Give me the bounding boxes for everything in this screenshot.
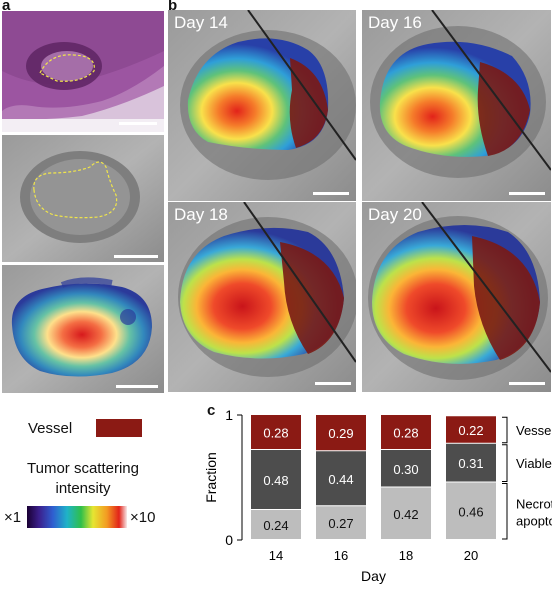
bar-value-label: 0.48 (263, 473, 288, 488)
colorbar-title-line2: intensity (55, 480, 111, 497)
scale-bar (116, 385, 158, 388)
day-label: Day 14 (174, 13, 228, 32)
scattering-map-image (2, 265, 164, 393)
day20-image: Day 20 (362, 202, 551, 392)
scale-bar (315, 382, 351, 385)
bar-value-label: 0.27 (328, 516, 353, 531)
bar-value-label: 0.42 (393, 507, 418, 522)
bar-segment (316, 506, 366, 539)
day16-image: Day 16 (362, 10, 551, 201)
bar-segment (446, 416, 496, 443)
bracket-label: apoptotic (516, 513, 552, 528)
x-axis-label: Day (361, 568, 386, 584)
stacked-bar-chart: 0 1 Fraction 0.24 0.48 0.28 14 0.27 0.44 0.29 16 0.… (203, 407, 552, 584)
x-tick-label: 14 (269, 548, 283, 563)
vessel-legend-label: Vessel (28, 420, 73, 437)
bracket (502, 416, 508, 444)
scale-bar (114, 255, 158, 258)
bar-segment (316, 451, 366, 506)
scale-bar (313, 192, 349, 195)
panel-label-b: b (168, 0, 178, 14)
colorbar-max-label: ×10 (130, 509, 156, 526)
bar-value-label: 0.31 (458, 456, 483, 471)
colorbar (27, 506, 127, 528)
bracket (502, 444, 508, 482)
y-tick-label: 0 (225, 532, 233, 548)
bar-value-label: 0.44 (328, 472, 353, 487)
bracket-label: Viable (516, 456, 552, 471)
x-tick-label: 20 (464, 548, 478, 563)
day-label: Day 20 (368, 205, 422, 224)
panel-label-c: c (207, 402, 216, 419)
histology-image (2, 11, 164, 132)
scale-bar (509, 382, 545, 385)
bar-segment (251, 415, 301, 449)
x-tick-label: 16 (334, 548, 348, 563)
bar-value-label: 0.30 (393, 462, 418, 477)
bar-segment (381, 450, 431, 487)
bar-value-label: 0.46 (458, 504, 483, 519)
x-tick-label: 18 (399, 548, 413, 563)
bar-segment (446, 482, 496, 539)
bar-segment (381, 415, 431, 449)
colorbar-min-label: ×1 (4, 509, 22, 526)
y-axis-label: Fraction (203, 452, 219, 503)
day14-image: Day 14 (168, 10, 356, 201)
bar-value-label: 0.22 (458, 423, 483, 438)
bar-value-label: 0.29 (328, 426, 353, 441)
scale-bar (119, 122, 157, 125)
day-label: Day 18 (174, 205, 228, 224)
bracket-label: Vessels (516, 423, 552, 438)
bracket-label: Necrotic/ (516, 496, 552, 511)
vessel-legend-swatch (96, 419, 142, 437)
bar-segment (381, 487, 431, 539)
bar-value-label: 0.28 (393, 426, 418, 441)
bar-segment (316, 415, 366, 451)
bar-segment (251, 510, 301, 539)
day18-image: Day 18 (168, 202, 356, 392)
day-label: Day 16 (368, 13, 422, 32)
scale-bar (509, 192, 545, 195)
bar-value-label: 0.24 (263, 518, 288, 533)
bar-segment (446, 443, 496, 482)
y-tick-label: 1 (225, 407, 233, 423)
colorbar-title-line1: Tumor scattering (27, 460, 139, 477)
grayscale-image (2, 135, 164, 262)
bar-value-label: 0.28 (263, 426, 288, 441)
panel-label-a: a (2, 0, 11, 14)
bar-segment (251, 450, 301, 509)
bracket (502, 483, 508, 540)
